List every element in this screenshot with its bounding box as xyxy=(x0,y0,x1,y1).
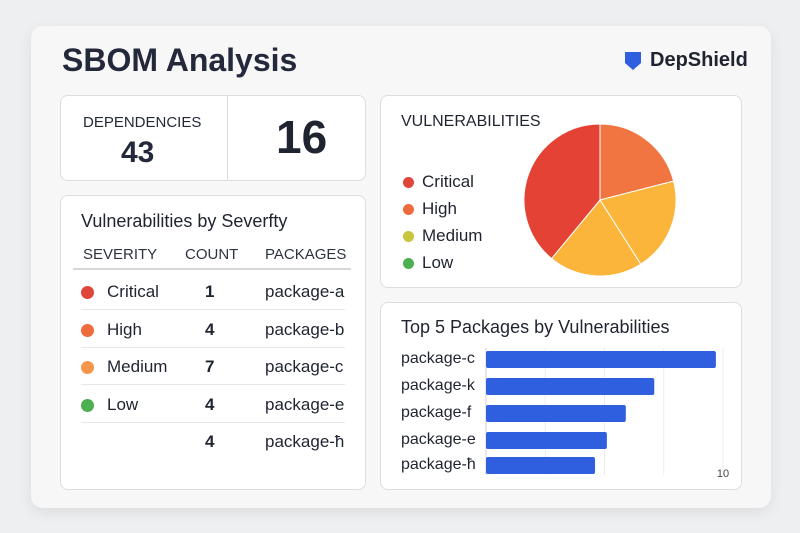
count: 4 xyxy=(205,319,215,339)
pie-slice xyxy=(550,199,642,277)
summary-big-value: 16 xyxy=(276,111,328,163)
table-row: Medium 7 package-c xyxy=(81,348,345,385)
col-packages: PACKAGES xyxy=(265,246,347,263)
table-row: Critical 1 package-a xyxy=(81,273,345,310)
legend-item: Low xyxy=(403,253,453,273)
bar-label: package-k xyxy=(401,377,475,394)
col-severity: SEVERITY xyxy=(83,246,158,263)
severity-table-card: Vulnerabilities by Severfty SEVERITY COU… xyxy=(60,195,366,490)
package: package-ħ xyxy=(265,432,345,451)
bar-chart-title: Top 5 Packages by Vulnerabilities xyxy=(401,317,670,337)
severity-dot xyxy=(81,323,94,337)
bar-label: package-c xyxy=(401,350,475,367)
divider xyxy=(227,96,228,180)
legend-label: High xyxy=(422,199,457,218)
severity-label: Critical xyxy=(107,282,159,301)
severity-table-title: Vulnerabilities by Severfty xyxy=(81,211,288,231)
bar xyxy=(486,405,626,422)
table-row: 4 package-ħ xyxy=(81,423,345,460)
severity-dot xyxy=(81,286,94,299)
severity-dot xyxy=(81,361,94,374)
count: 7 xyxy=(205,357,215,376)
package: package-c xyxy=(265,357,344,376)
legend-item: Medium xyxy=(403,226,482,246)
top-packages-card: Top 5 Packages by Vulnerabilities packag… xyxy=(380,302,742,490)
legend-item: High xyxy=(403,199,457,219)
severity-label: Medium xyxy=(107,357,168,376)
bar xyxy=(486,432,607,449)
pie-chart xyxy=(523,123,677,277)
pie-slice xyxy=(523,123,601,260)
count: 1 xyxy=(205,282,215,301)
severity-label: Low xyxy=(107,394,139,414)
brand-name: DepShield xyxy=(650,49,748,71)
bar xyxy=(486,378,655,395)
bar-label: package-f xyxy=(401,404,472,421)
legend-label: Critical xyxy=(422,172,474,191)
count: 4 xyxy=(205,432,215,451)
legend-dot xyxy=(403,203,414,215)
count: 4 xyxy=(205,394,215,414)
brand: DepShield xyxy=(624,49,748,72)
header-divider xyxy=(73,268,351,270)
bar-label: package-ħ xyxy=(401,456,476,473)
bar xyxy=(486,457,596,474)
table-row: Low 4 package-e xyxy=(81,386,345,423)
col-count: COUNT xyxy=(185,246,239,263)
shield-icon xyxy=(625,51,641,70)
pie-slice xyxy=(599,180,677,265)
severity-dot xyxy=(81,398,94,412)
legend-item: Critical xyxy=(403,172,474,192)
legend-label: Medium xyxy=(422,226,483,245)
pie-title: VULNERABILITIES xyxy=(401,113,541,130)
bar-chart: 10 xyxy=(485,348,729,480)
dependencies-label: DEPENDENCIES xyxy=(83,114,202,131)
legend-dot xyxy=(403,257,414,269)
package: package-b xyxy=(265,319,345,339)
bar-label: package-e xyxy=(401,431,476,448)
legend-dot xyxy=(403,176,414,188)
legend-label: Low xyxy=(422,253,454,272)
x-tick-label: 10 xyxy=(717,468,729,480)
package: package-e xyxy=(265,394,345,414)
pie-slice xyxy=(599,123,675,201)
legend-dot xyxy=(403,230,414,242)
dependencies-value: 43 xyxy=(121,136,155,169)
vulnerabilities-pie-card: VULNERABILITIES Critical High Medium Low xyxy=(380,95,742,288)
table-row: High 4 package-b xyxy=(81,311,345,348)
bar xyxy=(486,351,716,368)
severity-label: High xyxy=(107,319,142,339)
page-title: SBOM Analysis xyxy=(62,42,298,78)
summary-card: DEPENDENCIES 43 16 xyxy=(60,95,366,181)
package: package-a xyxy=(265,282,345,301)
